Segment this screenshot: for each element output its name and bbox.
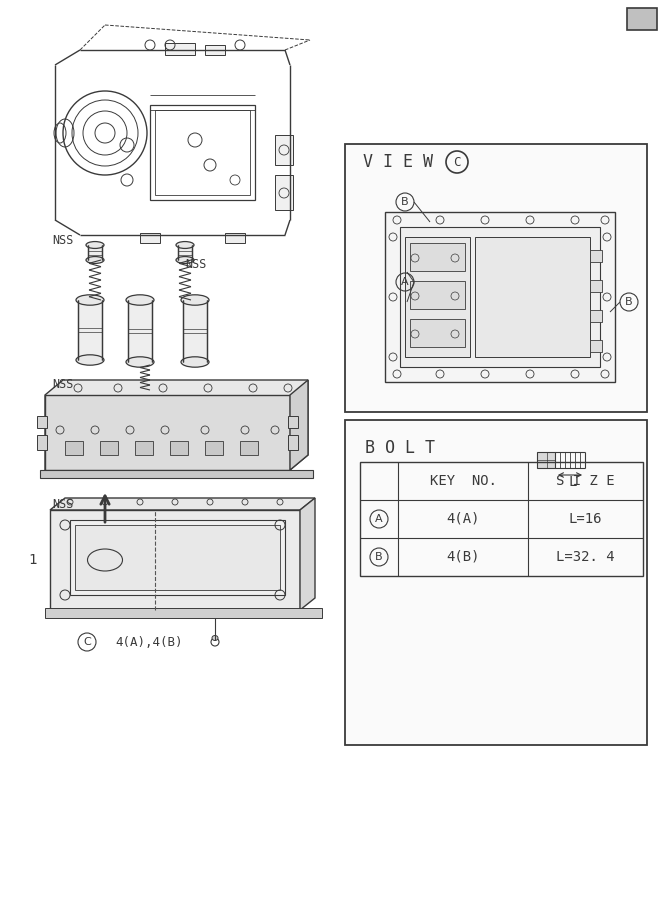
Ellipse shape [76,355,104,365]
Bar [537,452,555,468]
Ellipse shape [88,243,102,248]
Bar [155,110,250,195]
Bar [165,43,195,55]
Bar [590,340,602,352]
Bar [140,233,160,243]
Ellipse shape [78,356,102,364]
Bar [150,105,255,200]
Ellipse shape [76,295,104,305]
Bar [135,441,153,455]
Ellipse shape [78,296,102,303]
Bar [345,144,647,412]
Ellipse shape [181,356,209,367]
Bar [50,510,300,610]
Text: NSS: NSS [52,233,73,247]
Text: 1: 1 [28,553,36,567]
Text: 4(A),4(B): 4(A),4(B) [115,635,183,649]
Text: KEY  NO.: KEY NO. [430,474,496,488]
Bar [178,245,192,260]
Text: A: A [375,514,383,524]
Ellipse shape [181,295,209,305]
Text: NSS: NSS [52,379,73,392]
Ellipse shape [126,356,154,367]
Text: L: L [569,475,577,489]
Polygon shape [45,395,290,470]
Bar [45,608,322,618]
Bar [100,441,118,455]
Text: B: B [625,297,633,307]
Ellipse shape [176,256,194,264]
Text: V I E W: V I E W [363,153,433,171]
Ellipse shape [86,256,104,264]
Bar [410,243,465,271]
Bar [225,233,245,243]
Text: A: A [401,277,409,287]
Ellipse shape [183,296,207,303]
Text: L=16: L=16 [568,512,602,526]
Bar [288,416,298,428]
Text: NSS: NSS [185,258,206,272]
Ellipse shape [88,258,102,262]
Bar [385,212,615,382]
Text: C: C [83,637,91,647]
Ellipse shape [178,258,192,262]
Bar [37,435,47,450]
Bar [410,281,465,309]
Ellipse shape [176,241,194,248]
Bar [78,300,102,360]
Bar [360,462,643,576]
Ellipse shape [86,241,104,248]
Bar [590,280,602,292]
Ellipse shape [183,358,207,365]
Bar [405,237,470,357]
Text: 4(B): 4(B) [446,550,480,564]
Bar [590,250,602,262]
Bar [40,470,313,478]
Bar [400,227,600,367]
Bar [205,441,223,455]
Text: B: B [375,552,383,562]
Bar [170,441,188,455]
Bar [183,300,207,362]
Text: S I Z E: S I Z E [556,474,614,488]
Polygon shape [45,380,308,470]
Text: C: C [454,156,461,168]
Bar [88,245,102,260]
Bar [128,300,152,362]
Ellipse shape [128,296,152,303]
Bar [65,441,83,455]
Ellipse shape [128,358,152,365]
Bar [475,237,590,357]
Text: NSS: NSS [52,499,73,511]
Bar [205,45,225,55]
Text: B: B [401,197,409,207]
Ellipse shape [212,635,218,641]
Bar [75,525,280,590]
Polygon shape [50,498,315,510]
Polygon shape [300,498,315,610]
Polygon shape [290,380,308,470]
Bar [275,135,293,165]
Bar [627,8,657,30]
Bar [240,441,258,455]
Bar [275,175,293,210]
Text: B O L T: B O L T [365,439,435,457]
Ellipse shape [178,243,192,248]
Text: L=32. 4: L=32. 4 [556,550,614,564]
Bar [37,416,47,428]
Bar [590,310,602,322]
Bar [70,520,285,595]
Bar [288,435,298,450]
Ellipse shape [126,295,154,305]
Text: 4(A): 4(A) [446,512,480,526]
Bar [410,319,465,347]
Bar [345,420,647,745]
